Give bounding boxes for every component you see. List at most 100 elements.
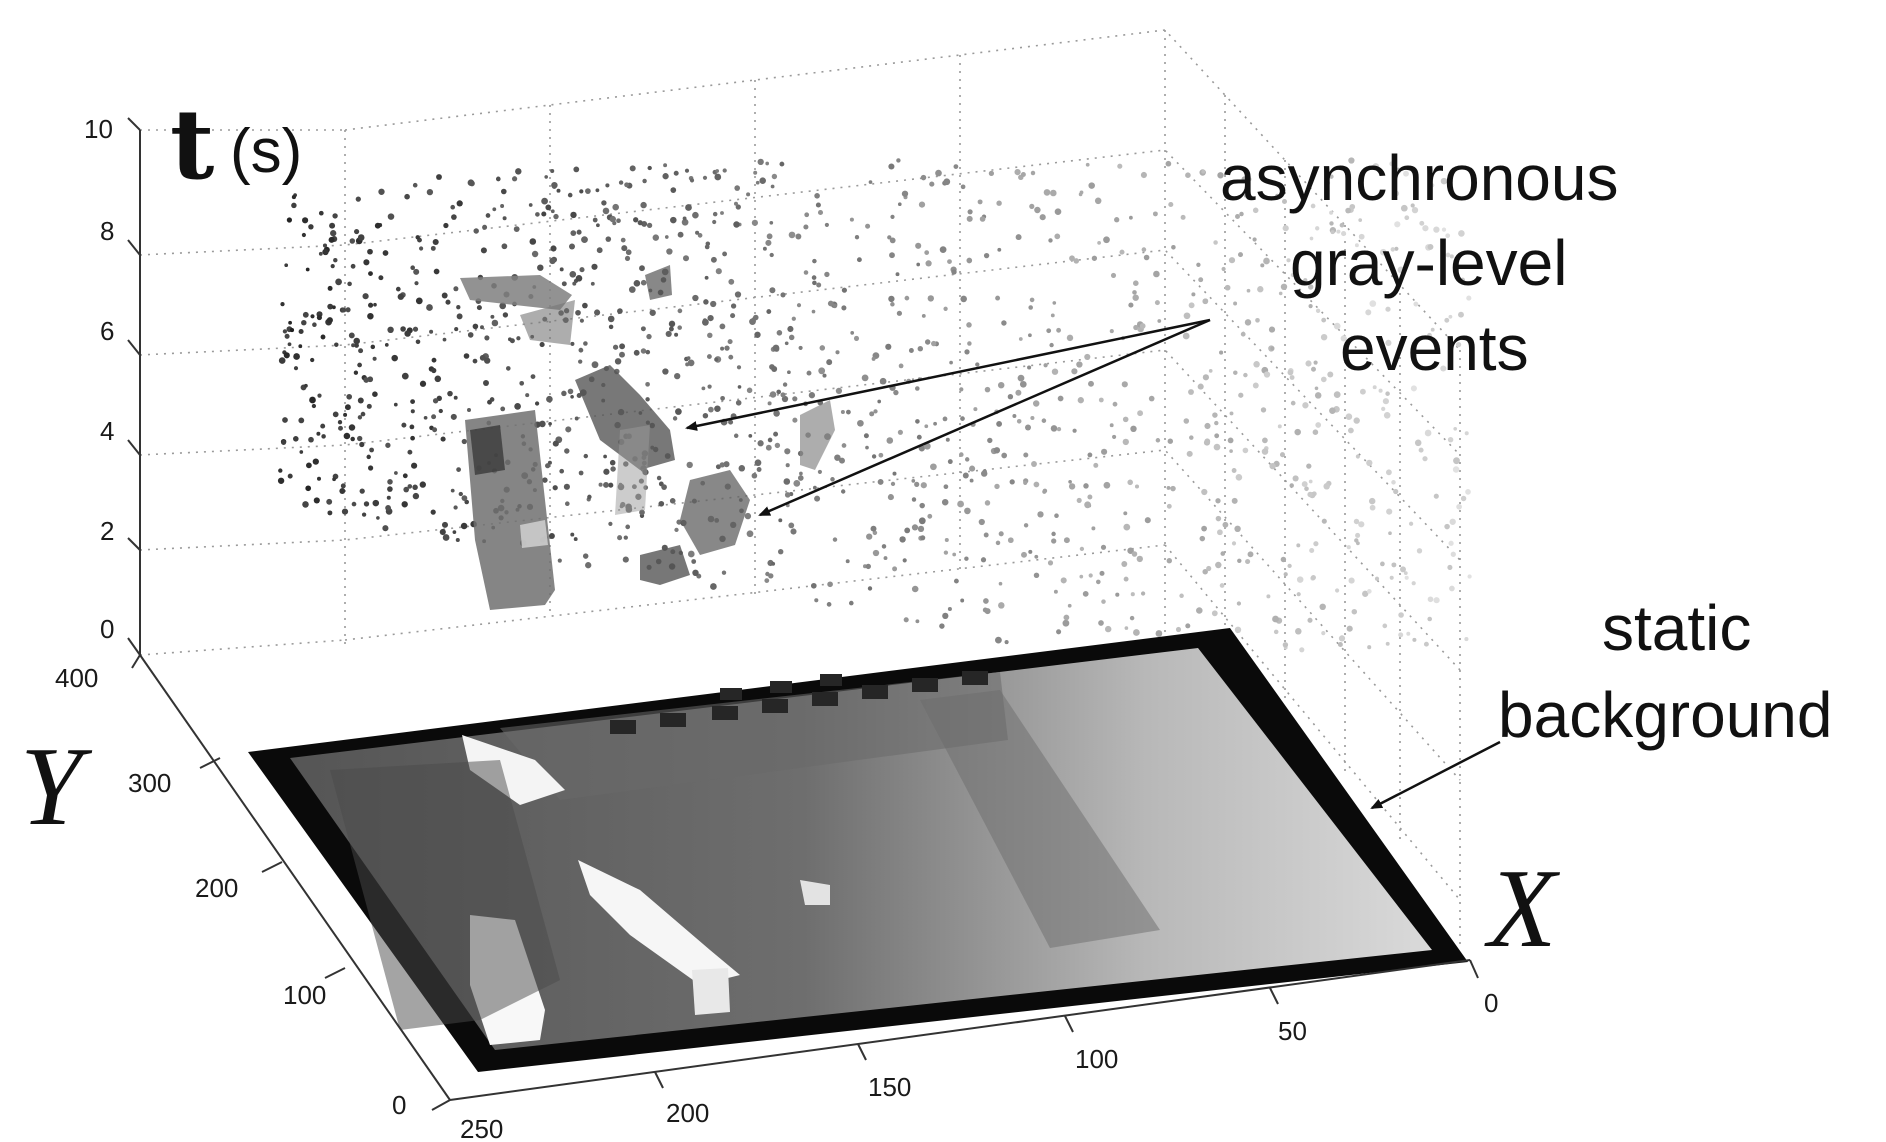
event-point <box>1137 410 1144 417</box>
event-point <box>1054 513 1059 518</box>
event-point <box>479 354 486 361</box>
event-point <box>1183 312 1191 320</box>
event-point <box>322 243 328 248</box>
event-point <box>610 466 616 472</box>
event-point <box>570 230 577 236</box>
event-point <box>765 239 772 246</box>
event-point <box>983 252 990 259</box>
event-point <box>818 367 826 375</box>
event-point <box>1296 576 1304 583</box>
event-point <box>714 357 719 362</box>
event-point <box>856 257 862 263</box>
event-point <box>640 348 647 354</box>
event-point <box>927 295 934 302</box>
event-point <box>1229 449 1233 453</box>
event-point <box>592 217 598 223</box>
event-point <box>1308 304 1313 309</box>
event-point <box>1231 468 1237 473</box>
event-point <box>608 521 613 527</box>
event-point <box>467 332 474 338</box>
event-point <box>348 424 356 431</box>
event-point <box>1333 322 1341 330</box>
event-point <box>430 509 436 515</box>
event-point <box>865 563 871 570</box>
event-point <box>472 323 479 330</box>
event-point <box>1088 182 1095 189</box>
event-point <box>754 331 761 338</box>
event-point <box>545 204 552 211</box>
event-point <box>811 309 816 314</box>
event-point <box>601 200 607 206</box>
event-point <box>1441 227 1447 232</box>
event-point <box>633 217 639 223</box>
event-point <box>1049 342 1054 348</box>
event-point <box>1237 558 1242 564</box>
event-point <box>553 213 559 220</box>
event-point <box>736 365 742 370</box>
event-point <box>1309 547 1315 554</box>
event-point <box>330 264 335 269</box>
event-point <box>1031 461 1037 467</box>
event-point <box>1329 221 1334 226</box>
event-point <box>816 282 822 288</box>
event-point <box>410 399 415 404</box>
event-point <box>608 482 614 488</box>
event-point <box>702 175 708 180</box>
event-point <box>1091 255 1098 261</box>
event-point <box>316 431 321 436</box>
event-point <box>1132 290 1137 295</box>
event-point <box>312 458 319 465</box>
event-point <box>987 437 993 444</box>
event-point <box>931 340 937 347</box>
x-tick-200: 200 <box>666 1098 709 1128</box>
event-point <box>770 184 775 189</box>
event-point <box>681 218 689 226</box>
event-point <box>1015 234 1022 241</box>
event-point <box>769 252 774 258</box>
event-point <box>456 200 463 207</box>
event-point <box>1196 607 1203 614</box>
event-point <box>596 247 603 254</box>
event-point <box>841 489 846 494</box>
event-point <box>1245 558 1251 565</box>
event-point <box>920 535 926 541</box>
event-point <box>1079 546 1085 552</box>
event-point <box>1043 189 1051 196</box>
event-point <box>529 238 537 245</box>
event-point <box>539 420 546 428</box>
event-point <box>401 501 408 508</box>
event-point <box>608 324 614 330</box>
event-point <box>902 558 907 563</box>
event-point <box>996 200 1002 206</box>
event-point <box>591 263 598 270</box>
event-point <box>619 351 625 358</box>
event-point <box>616 218 621 224</box>
event-point <box>792 417 798 423</box>
event-point <box>835 350 840 355</box>
event-point <box>1263 257 1270 265</box>
event-point <box>1179 593 1184 599</box>
event-point <box>728 278 735 285</box>
event-point <box>827 581 833 588</box>
event-point <box>1123 511 1128 516</box>
event-point <box>439 528 446 536</box>
event-point <box>447 390 453 397</box>
event-point <box>1124 626 1129 630</box>
event-point <box>686 461 693 469</box>
event-point <box>1368 497 1376 505</box>
event-point <box>443 222 449 229</box>
event-point <box>1388 531 1392 536</box>
event-point <box>544 175 548 179</box>
event-point <box>1448 540 1454 546</box>
event-point <box>1430 183 1435 188</box>
event-point <box>1154 300 1160 306</box>
event-point <box>467 179 475 186</box>
event-point <box>550 245 557 252</box>
event-point <box>1072 428 1077 433</box>
event-point <box>1233 370 1238 375</box>
event-point <box>943 550 949 555</box>
x-tick-100: 100 <box>1075 1044 1118 1074</box>
event-point <box>830 477 835 482</box>
event-point <box>1408 521 1414 526</box>
event-point <box>868 180 873 184</box>
